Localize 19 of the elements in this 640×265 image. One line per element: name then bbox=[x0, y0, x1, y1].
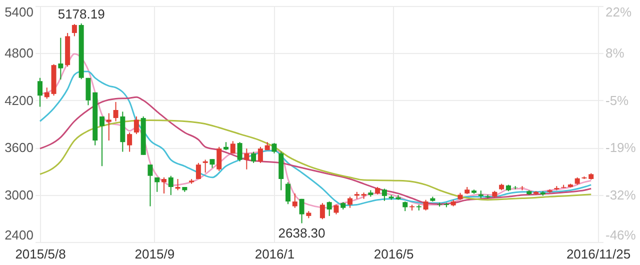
y-tick-label: 3000 bbox=[4, 187, 34, 202]
y2-tick-label: 22% bbox=[606, 4, 632, 20]
y2-tick-label: -19% bbox=[606, 140, 636, 156]
x-tick-label: 2015/9 bbox=[134, 246, 175, 262]
y-tick-label: 3600 bbox=[4, 140, 34, 156]
y2-tick-label: -46% bbox=[606, 228, 636, 242]
x-tick-label: 2016/11/25 bbox=[566, 246, 631, 262]
y-tick-label: 4200 bbox=[4, 92, 34, 108]
y-tick-label: 4800 bbox=[4, 46, 34, 61]
annotation: 5178.19 bbox=[58, 6, 105, 22]
y2-tick-label: -32% bbox=[606, 187, 636, 202]
x-tick-label: 2015/5/8 bbox=[15, 246, 66, 262]
x-tick-label: 2016/1 bbox=[254, 246, 295, 262]
x-tick-label: 2016/5 bbox=[374, 246, 414, 262]
y2-tick-label: 8% bbox=[606, 46, 625, 61]
annotation: 2638.30 bbox=[278, 225, 326, 240]
y-tick-label: 2400 bbox=[4, 228, 34, 242]
y-tick-label: 5400 bbox=[4, 4, 34, 20]
y2-tick-label: -5% bbox=[606, 92, 630, 108]
